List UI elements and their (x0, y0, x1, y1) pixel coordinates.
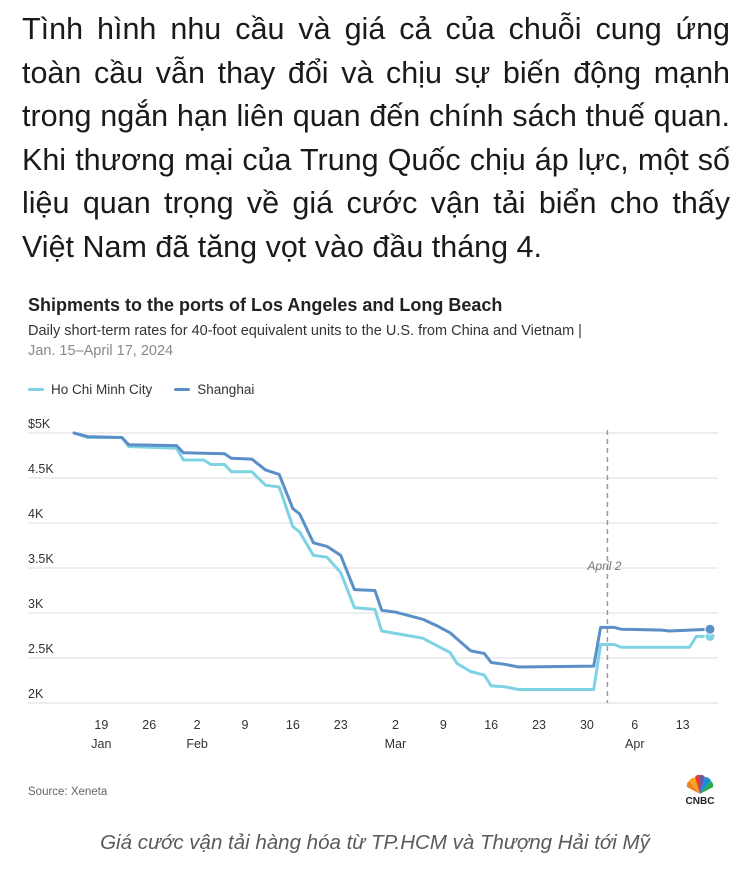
y-tick-label: 2K (28, 687, 44, 701)
x-tick-label: 16 (484, 718, 498, 732)
chart-subtitle-text: Daily short-term rates for 40-foot equiv… (28, 323, 582, 339)
legend-item-hcmc: Ho Chi Minh City (28, 382, 152, 397)
legend-swatch-shanghai (174, 388, 191, 391)
cnbc-logo: CNBC (680, 774, 720, 808)
annotation-label: April 2 (586, 559, 621, 573)
chart-source: Source: Xeneta (28, 786, 108, 798)
x-tick-label: 16 (286, 718, 300, 732)
chart-date-range: Jan. 15–April 17, 2024 (28, 343, 174, 359)
chart-plot: $5K 4.5K 4K 3.5K 3K 2.5K 2K 19 Jan 26 2 Feb 9 16 23 2 Ma… (28, 417, 718, 751)
x-tick-label: 2 (194, 718, 201, 732)
chart-card: Shipments to the ports of Los Angeles an… (14, 285, 736, 820)
x-tick-label: 30 (580, 718, 594, 732)
y-tick-label: 4.5K (28, 462, 54, 476)
y-tick-label: 4K (28, 507, 44, 521)
legend-label-hcmc: Ho Chi Minh City (51, 382, 153, 397)
x-tick-label: 23 (334, 718, 348, 732)
chart-subtitle: Daily short-term rates for 40-foot equiv… (28, 321, 718, 361)
peacock-icon (686, 774, 714, 794)
x-month-label: Apr (625, 737, 644, 751)
series-line-shanghai (72, 431, 712, 669)
x-tick-label: 2 (392, 718, 399, 732)
y-tick-label: 2.5K (28, 642, 54, 656)
series-endpoint-shanghai (704, 623, 716, 635)
x-month-label: Feb (186, 737, 208, 751)
chart-legend: Ho Chi Minh City Shanghai (28, 382, 254, 397)
chart-title: Shipments to the ports of Los Angeles an… (28, 295, 503, 315)
article-intro: Tình hình nhu cầu và giá cả của chuỗi cu… (22, 12, 730, 264)
y-tick-label: $5K (28, 417, 51, 431)
legend-item-shanghai: Shanghai (174, 382, 254, 397)
legend-label-shanghai: Shanghai (197, 382, 255, 397)
x-tick-label: 19 (94, 718, 108, 732)
x-tick-label: 23 (532, 718, 546, 732)
x-month-label: Mar (385, 737, 407, 751)
x-tick-label: 9 (241, 718, 248, 732)
x-tick-label: 26 (142, 718, 156, 732)
x-tick-label: 9 (440, 718, 447, 732)
x-month-label: Jan (91, 737, 111, 751)
series-line-hcmc (72, 431, 712, 691)
image-caption: Giá cước vận tải hàng hóa từ TP.HCM và T… (100, 831, 650, 854)
y-tick-label: 3K (28, 597, 44, 611)
y-tick-label: 3.5K (28, 552, 54, 566)
legend-swatch-hcmc (28, 388, 44, 391)
x-tick-label: 13 (676, 718, 690, 732)
x-tick-label: 6 (631, 718, 638, 732)
logo-text: CNBC (685, 796, 715, 807)
